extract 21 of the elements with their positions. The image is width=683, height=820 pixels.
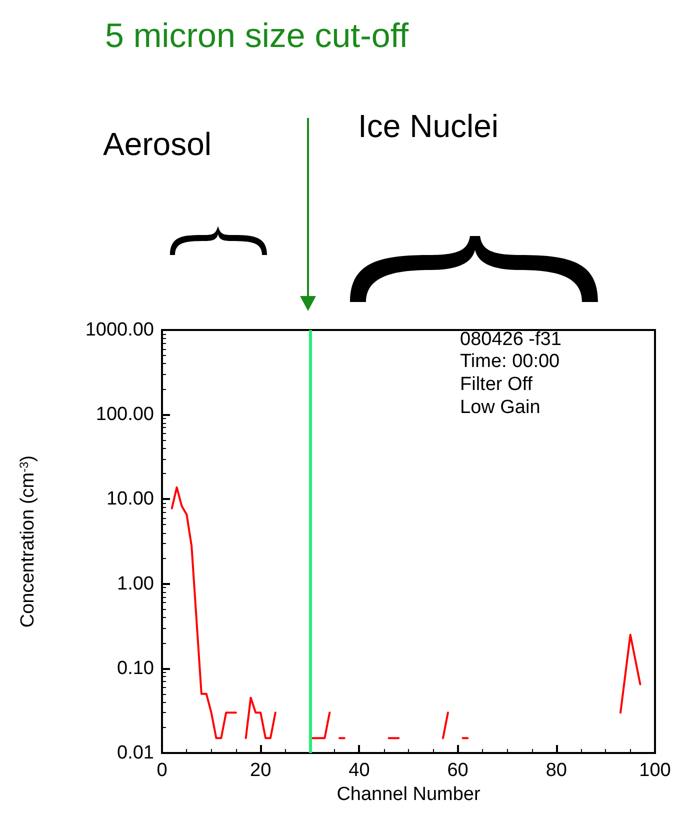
y-tick-label: 1.00 <box>117 573 154 594</box>
y-tick-label: 1000.00 <box>85 320 154 340</box>
x-axis-title: Channel Number <box>336 784 481 805</box>
y-axis-title: Concentration (cm-3) <box>17 455 38 628</box>
text: Ice Nuclei <box>358 108 498 144</box>
chart-title: 5 micron size cut-off <box>105 17 410 55</box>
y-tick-label: 10.00 <box>106 488 154 510</box>
annotation: 080426 -f31 <box>460 329 562 350</box>
x-tick-label: 60 <box>447 760 468 781</box>
text: Aerosol <box>103 126 212 162</box>
x-tick-label: 40 <box>348 760 370 781</box>
annotation: Time: 00:00 <box>460 351 560 372</box>
annotation: Filter Off <box>460 374 534 395</box>
y-tick-label: 0.01 <box>117 742 154 764</box>
x-tick-label: 0 <box>156 760 168 781</box>
x-tick-label: 20 <box>250 760 272 781</box>
x-tick-label: 100 <box>639 760 671 781</box>
y-tick-label: 0.10 <box>117 658 154 679</box>
annotation: Low Gain <box>460 397 540 418</box>
x-tick-label: 80 <box>546 760 567 781</box>
y-tick-label: 100.00 <box>96 404 154 426</box>
